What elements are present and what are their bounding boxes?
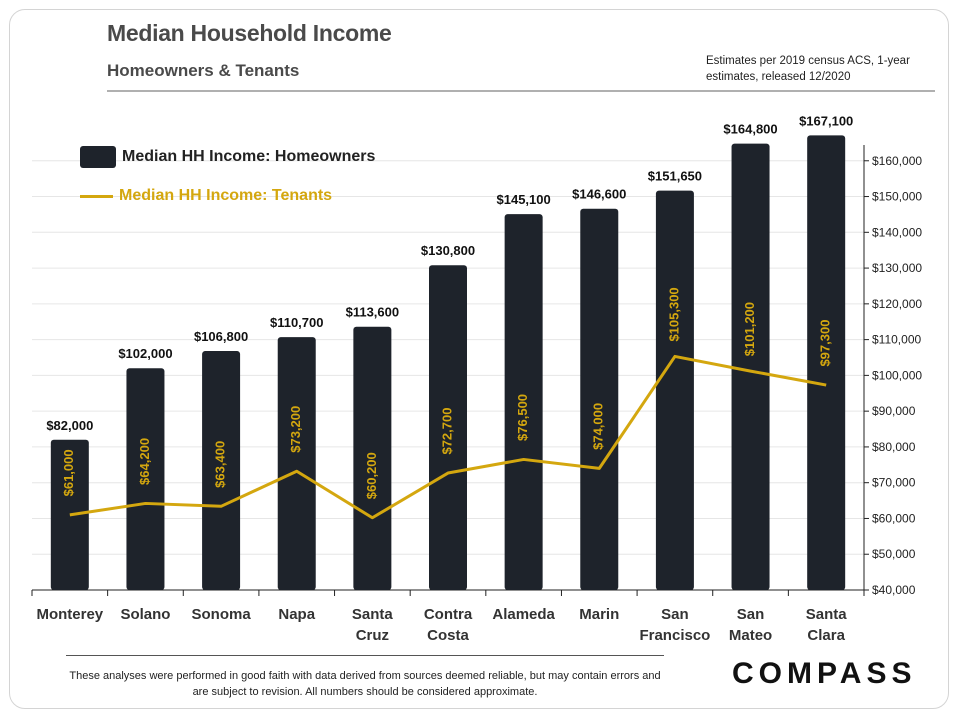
tenant-value-label: $101,200 — [742, 302, 757, 356]
x-category-label: Mateo — [729, 627, 772, 644]
x-category-label: Clara — [807, 627, 845, 644]
x-category-label: Sonoma — [191, 606, 251, 623]
bar-homeowners — [580, 208, 619, 590]
header-divider — [107, 90, 935, 92]
compass-logo: COMPASS — [732, 657, 917, 690]
x-category-label: San — [737, 606, 765, 623]
y-tick-label: $50,000 — [872, 547, 916, 561]
tenants-line — [69, 354, 827, 520]
tenant-value-label: $60,200 — [364, 452, 379, 499]
x-category-label: Monterey — [36, 606, 103, 623]
bar-homeowners — [655, 190, 694, 590]
bar-value-label: $146,600 — [572, 187, 626, 202]
bar-homeowners — [277, 337, 316, 590]
y-tick-label: $60,000 — [872, 511, 916, 525]
bar-value-label: $102,000 — [118, 346, 172, 361]
bar-homeowners — [429, 265, 467, 590]
x-category-label: Santa — [352, 606, 394, 623]
chart-title: Median Household Income — [107, 20, 392, 46]
y-tick-label: $90,000 — [872, 404, 916, 418]
legend-homeowners: Median HH Income: Homeowners — [80, 146, 375, 168]
bar-value-label: $113,600 — [346, 305, 400, 320]
x-category-label: Cruz — [356, 627, 389, 644]
bar-homeowners — [504, 214, 543, 591]
disclaimer-text: These analyses were performed in good fa… — [69, 670, 661, 698]
bar-value-label: $151,650 — [648, 169, 702, 184]
tenant-value-label: $72,700 — [439, 408, 454, 455]
x-category-label: Santa — [806, 606, 848, 623]
y-tick-label: $160,000 — [872, 154, 922, 168]
legend-bar-swatch — [80, 146, 116, 168]
bar-value-label: $82,000 — [46, 418, 93, 433]
slide-frame — [9, 9, 949, 709]
tenant-value-label: $97,300 — [818, 320, 833, 367]
bar-homeowners — [731, 143, 770, 590]
y-tick-label: $100,000 — [872, 368, 922, 382]
legend-tenants: Median HH Income: Tenants — [80, 187, 332, 205]
tenant-value-label: $61,000 — [61, 449, 76, 496]
tenant-value-label: $63,400 — [213, 441, 228, 488]
x-category-label: Marin — [579, 606, 619, 623]
x-category-label: Costa — [427, 627, 469, 644]
bar-value-label: $164,800 — [723, 122, 777, 137]
y-tick-label: $40,000 — [872, 583, 916, 597]
bar-homeowners — [126, 368, 165, 590]
bar-value-label: $167,100 — [799, 113, 853, 128]
bar-value-label: $130,800 — [421, 243, 475, 258]
chart-subtitle: Homeowners & Tenants — [107, 61, 300, 80]
tenant-value-label: $105,300 — [666, 287, 681, 341]
y-tick-label: $110,000 — [872, 333, 921, 347]
bar-homeowners — [50, 439, 89, 590]
legend-homeowners-label: Median HH Income: Homeowners — [122, 148, 376, 165]
x-category-label: Napa — [278, 606, 315, 623]
x-category-label: Alameda — [492, 606, 555, 623]
bar-value-label: $110,700 — [270, 315, 324, 330]
y-tick-label: $120,000 — [872, 297, 922, 311]
y-tick-label: $130,000 — [872, 261, 922, 275]
bar-homeowners — [202, 351, 241, 590]
legend-tenants-label: Median HH Income: Tenants — [119, 187, 333, 204]
bar-homeowners — [353, 326, 392, 590]
x-category-label: Solano — [120, 606, 170, 623]
source-note: Estimates per 2019 census ACS, 1-year es… — [706, 55, 910, 83]
y-tick-label: $70,000 — [872, 476, 916, 490]
legend-line-swatch — [80, 194, 113, 198]
tenant-value-label: $76,500 — [515, 394, 530, 441]
x-category-label: Contra — [424, 606, 473, 623]
footer-divider — [66, 655, 664, 656]
bar-value-label: $145,100 — [497, 192, 551, 207]
bar-homeowners — [807, 135, 846, 590]
y-tick-label: $150,000 — [872, 190, 922, 204]
x-category-label: Francisco — [639, 627, 710, 644]
y-tick-label: $80,000 — [872, 440, 916, 454]
tenant-value-label: $74,000 — [591, 403, 606, 450]
tenant-value-label: $64,200 — [137, 438, 152, 485]
tenant-value-label: $73,200 — [288, 406, 303, 453]
y-tick-label: $140,000 — [872, 225, 922, 239]
bar-value-label: $106,800 — [194, 329, 248, 344]
x-category-label: San — [661, 606, 689, 623]
